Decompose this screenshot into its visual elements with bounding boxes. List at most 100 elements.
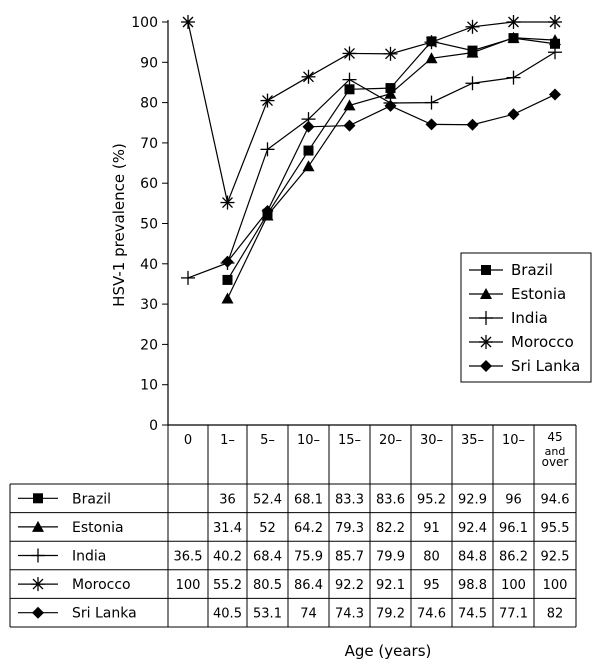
table-cell: 74.6 [417,607,446,622]
data-point-morocco [548,15,562,29]
legend: Brazil Estonia India Morocco Sri Lanka [460,252,592,383]
data-point-sri-lanka [384,99,397,112]
data-point-india [181,270,195,285]
table-cell: 100 [501,578,526,593]
table-cell: 92.5 [541,550,570,565]
x-category-label: 10– [297,433,320,448]
data-point-india [465,76,480,91]
data-point-sri-lanka [343,119,356,132]
data-point-india [260,142,275,157]
y-tick-label: 60 [140,176,158,192]
data-point-sri-lanka [549,88,561,101]
table-cell: 92.4 [458,521,487,536]
y-tick-label: 10 [140,378,158,394]
table-row-swatch-marker [31,577,45,592]
x-category-label: 0 [184,433,192,448]
table-cell: 96 [505,492,522,507]
legend-swatch-marker [481,265,491,275]
series-morocco [181,15,562,210]
data-point-india [424,95,439,110]
table-cell: 92.9 [458,492,487,507]
data-point-morocco-stroke [508,16,519,28]
legend-label: Sri Lanka [511,357,580,375]
table-cell: 36 [219,492,236,507]
data-point-estonia [384,87,397,99]
series-brazil [222,33,560,285]
y-tick-label: 30 [140,297,158,313]
table-cell: 80.5 [253,578,282,593]
y-tick-label: 100 [131,15,158,31]
data-point-morocco [220,195,235,210]
y-tick-label: 20 [140,337,158,353]
data-point-estonia [425,52,438,64]
table-cell: 84.8 [458,550,487,565]
table-cell: 83.3 [335,492,364,507]
table-cell: 64.2 [294,521,323,536]
data-point-morocco-stroke [385,48,396,60]
data-point-estonia [507,31,520,43]
data-point-morocco [383,46,398,61]
y-axis-label: HSV-1 prevalence (%) [110,143,128,307]
data-point-sri-lanka [302,120,315,133]
table-cell: 82.2 [376,521,405,536]
data-point-estonia [466,46,479,58]
table-cell: 95.5 [541,521,570,536]
table-cell: 74.3 [335,607,364,622]
table-cell: 95.2 [417,492,446,507]
table-cell: 53.1 [253,607,282,622]
table-row-label: Brazil [72,491,111,507]
data-point-morocco [424,35,439,50]
table-cell: 68.4 [253,550,282,565]
y-tick-label: 70 [140,136,158,152]
table-cell: 96.1 [499,521,528,536]
x-category-label: 1– [220,433,235,448]
data-point-estonia [343,99,356,111]
data-point-brazil [344,84,355,95]
data-point-morocco-stroke [549,16,561,28]
table-cell: 52 [259,521,276,536]
x-category-label: 15– [338,433,361,448]
table-cell: 100 [176,578,201,593]
table-row-label: India [72,549,106,565]
data-point-morocco [181,15,195,29]
table-cell: 82 [547,607,564,622]
table-cell: 80 [423,550,440,565]
data-point-morocco [465,19,480,34]
table-cell: 85.7 [335,550,364,565]
series-sri-lanka [221,88,561,268]
data-point-morocco [260,93,275,108]
table-cell: 68.1 [294,492,323,507]
legend-swatch-marker [480,288,492,299]
legend-swatch-marker [480,360,492,372]
data-point-morocco-stroke [262,95,273,107]
x-axis-label: Age (years) [345,642,432,660]
table-cell: 40.5 [213,607,242,622]
data-point-morocco [301,69,316,84]
data-point-india [506,70,521,85]
table-cell: 36.5 [174,550,203,565]
data-point-sri-lanka [221,255,234,268]
table-row-swatch-marker [32,606,44,619]
legend-label: Brazil [511,261,553,279]
table-cell: 52.4 [253,492,282,507]
series-line-morocco [187,21,555,205]
y-tick-label: 80 [140,96,158,112]
table-cell: 79.3 [335,521,364,536]
data-point-sri-lanka [507,108,520,121]
table-cell: 86.2 [499,550,528,565]
table-cell: 77.1 [499,607,528,622]
data-point-sri-lanka [425,118,438,131]
x-category-label: 30– [420,433,443,448]
series-line-sri-lanka [227,93,556,263]
table-row-swatch-marker [31,548,45,563]
table-row-label: Sri Lanka [72,606,137,622]
table-row-label: Estonia [72,520,124,536]
table-row-swatch-marker [33,493,43,504]
table-cell: 79.2 [376,607,405,622]
legend-label: Estonia [511,285,566,303]
table-cell: 95 [423,578,440,593]
data-point-brazil [303,145,314,156]
table-cell: 86.4 [294,578,323,593]
data-point-morocco [506,15,521,29]
